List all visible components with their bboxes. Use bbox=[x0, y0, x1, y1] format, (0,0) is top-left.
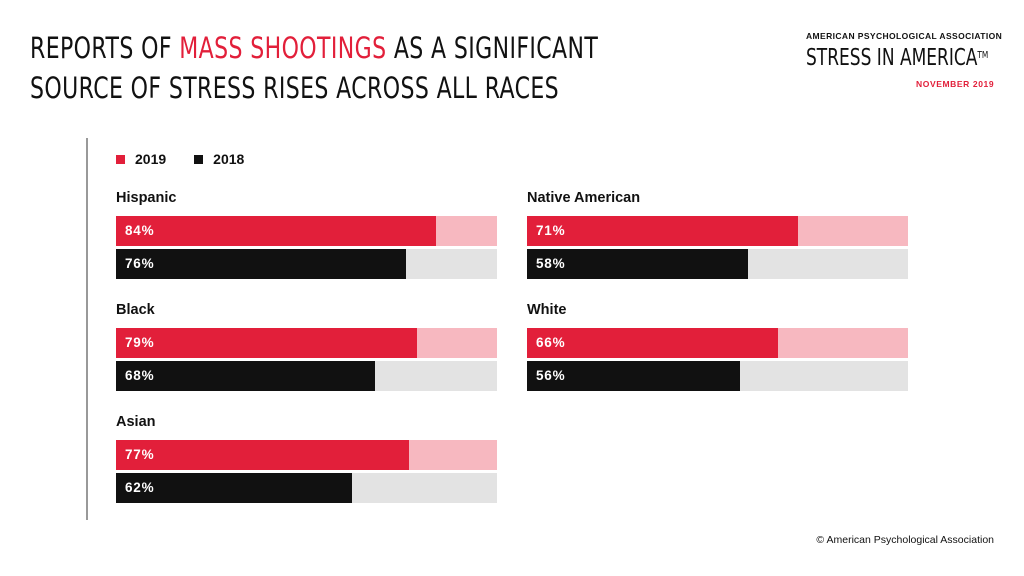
bar-black-2018 bbox=[116, 361, 376, 391]
trademark-mark: TM bbox=[977, 50, 989, 61]
headline-part2: AS A SIGNIFICANT bbox=[386, 31, 599, 65]
bar-track-white-2018: 56% bbox=[527, 361, 908, 391]
panel-black: Black 79% 68% bbox=[116, 300, 497, 394]
bar-white-2019 bbox=[527, 328, 779, 358]
bar-track-native-american-2019: 71% bbox=[527, 216, 908, 246]
panel-white: White 66% 56% bbox=[527, 300, 908, 394]
headline-part1: REPORTS OF bbox=[30, 31, 180, 65]
group-title-native-american: Native American bbox=[527, 190, 641, 206]
group-title-hispanic: Hispanic bbox=[116, 190, 177, 206]
bar-native-american-2019 bbox=[527, 216, 798, 246]
legend-swatch-2018 bbox=[194, 154, 204, 164]
legend-item-2018: 2018 bbox=[194, 151, 244, 167]
headline: REPORTS OF MASS SHOOTINGS AS A SIGNIFICA… bbox=[30, 28, 598, 108]
bar-hispanic-2019 bbox=[116, 216, 437, 246]
brand-name-text: STRESS IN AMERICA bbox=[806, 45, 978, 71]
legend-swatch-2019 bbox=[116, 154, 125, 164]
brand-block: AMERICAN PSYCHOLOGICAL ASSOCIATION STRES… bbox=[806, 30, 1006, 89]
bar-track-asian-2019: 77% bbox=[116, 440, 497, 470]
bar-track-asian-2018: 62% bbox=[116, 473, 497, 503]
bar-label-white-2019: 66% bbox=[536, 335, 566, 350]
bar-label-hispanic-2019: 84% bbox=[125, 223, 155, 238]
copyright-footer: © American Psychological Association bbox=[816, 534, 994, 546]
bar-label-asian-2018: 62% bbox=[125, 480, 155, 495]
bar-hispanic-2018 bbox=[116, 249, 406, 279]
bar-track-hispanic-2018: 76% bbox=[116, 249, 497, 279]
bar-native-american-2018 bbox=[527, 249, 748, 279]
legend-label-2018: 2018 bbox=[213, 151, 245, 167]
panel-native-american: Native American 71% 58% bbox=[527, 188, 908, 282]
brand-name: STRESS IN AMERICATM bbox=[806, 45, 988, 71]
legend-item-2019: 2019 bbox=[116, 151, 166, 167]
panel-hispanic: Hispanic 84% 76% bbox=[116, 188, 497, 282]
brand-date: NOVEMBER 2019 bbox=[916, 79, 995, 89]
panel-asian: Asian 77% 62% bbox=[116, 412, 497, 506]
brand-org: AMERICAN PSYCHOLOGICAL ASSOCIATION bbox=[806, 31, 1003, 41]
bar-track-white-2019: 66% bbox=[527, 328, 908, 358]
bar-label-asian-2019: 77% bbox=[125, 447, 155, 462]
bar-black-2019 bbox=[116, 328, 417, 358]
bar-track-black-2019: 79% bbox=[116, 328, 497, 358]
bar-label-native-american-2019: 71% bbox=[536, 223, 566, 238]
legend-label-2019: 2019 bbox=[135, 151, 167, 167]
bar-label-black-2019: 79% bbox=[125, 335, 155, 350]
group-title-white: White bbox=[527, 302, 567, 318]
bar-label-white-2018: 56% bbox=[536, 368, 566, 383]
bar-label-native-american-2018: 58% bbox=[536, 256, 566, 271]
bar-track-native-american-2018: 58% bbox=[527, 249, 908, 279]
bar-label-hispanic-2018: 76% bbox=[125, 256, 155, 271]
chart-legend: 2019 2018 bbox=[116, 151, 244, 167]
bar-label-black-2018: 68% bbox=[125, 368, 155, 383]
group-title-asian: Asian bbox=[116, 414, 156, 430]
bar-track-black-2018: 68% bbox=[116, 361, 497, 391]
group-title-black: Black bbox=[116, 302, 155, 318]
bar-asian-2018 bbox=[116, 473, 353, 503]
bar-track-hispanic-2019: 84% bbox=[116, 216, 497, 246]
bar-asian-2019 bbox=[116, 440, 410, 470]
headline-line2: SOURCE OF STRESS RISES ACROSS ALL RACES bbox=[30, 71, 560, 105]
bar-white-2018 bbox=[527, 361, 741, 391]
vertical-divider bbox=[86, 138, 88, 520]
headline-highlight: MASS SHOOTINGS bbox=[179, 31, 387, 65]
